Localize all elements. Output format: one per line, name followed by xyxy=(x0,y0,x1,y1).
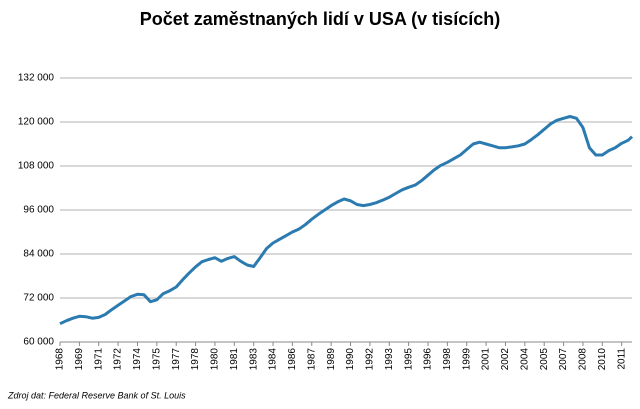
x-tick-label: 1993 xyxy=(384,348,395,371)
y-tick-label: 84 000 xyxy=(23,249,54,260)
x-tick-label: 1972 xyxy=(113,348,124,371)
x-tick-label: 1980 xyxy=(210,348,221,371)
y-tick-label: 60 000 xyxy=(23,337,54,348)
y-tick-label: 132 000 xyxy=(18,73,55,84)
chart-title: Počet zaměstnaných lidí v USA (v tisícíc… xyxy=(140,9,500,29)
x-tick-label: 1998 xyxy=(442,348,453,371)
x-tick-label: 1983 xyxy=(248,348,259,371)
x-tick-label: 1992 xyxy=(365,348,376,371)
x-tick-label: 2001 xyxy=(481,348,492,371)
x-tick-label: 2010 xyxy=(597,348,608,371)
y-tick-label: 108 000 xyxy=(18,161,55,172)
x-tick-label: 1986 xyxy=(287,348,298,371)
x-tick-label: 1987 xyxy=(306,348,317,371)
x-tick-label: 1990 xyxy=(345,348,356,371)
x-tick-label: 1999 xyxy=(461,348,472,371)
x-tick-label: 1978 xyxy=(190,348,201,371)
x-tick-label: 2011 xyxy=(616,348,627,370)
x-tick-label: 2004 xyxy=(519,348,530,371)
data-line xyxy=(59,115,634,326)
x-tick-label: 2002 xyxy=(500,348,511,371)
x-tick-label: 2005 xyxy=(539,348,550,371)
y-tick-label: 72 000 xyxy=(23,293,54,304)
x-tick-label: 1995 xyxy=(403,348,414,371)
x-tick-label: 2007 xyxy=(558,348,569,371)
x-tick-label: 1989 xyxy=(326,348,337,371)
y-tick-label: 120 000 xyxy=(18,117,55,128)
source-note: Zdroj dat: Federal Reserve Bank of St. L… xyxy=(7,390,186,400)
x-tick-label: 2008 xyxy=(578,348,589,371)
x-tick-label: 1977 xyxy=(171,348,182,371)
x-tick-label: 1996 xyxy=(423,348,434,371)
x-tick-label: 1984 xyxy=(268,348,279,371)
x-tick-label: 1971 xyxy=(93,348,104,371)
y-tick-label: 96 000 xyxy=(23,205,54,216)
x-tick-label: 1974 xyxy=(132,348,143,371)
x-tick-label: 1968 xyxy=(55,348,66,371)
x-tick-label: 1975 xyxy=(151,348,162,371)
x-tick-label: 1969 xyxy=(74,348,85,371)
x-tick-label: 1981 xyxy=(229,348,240,371)
